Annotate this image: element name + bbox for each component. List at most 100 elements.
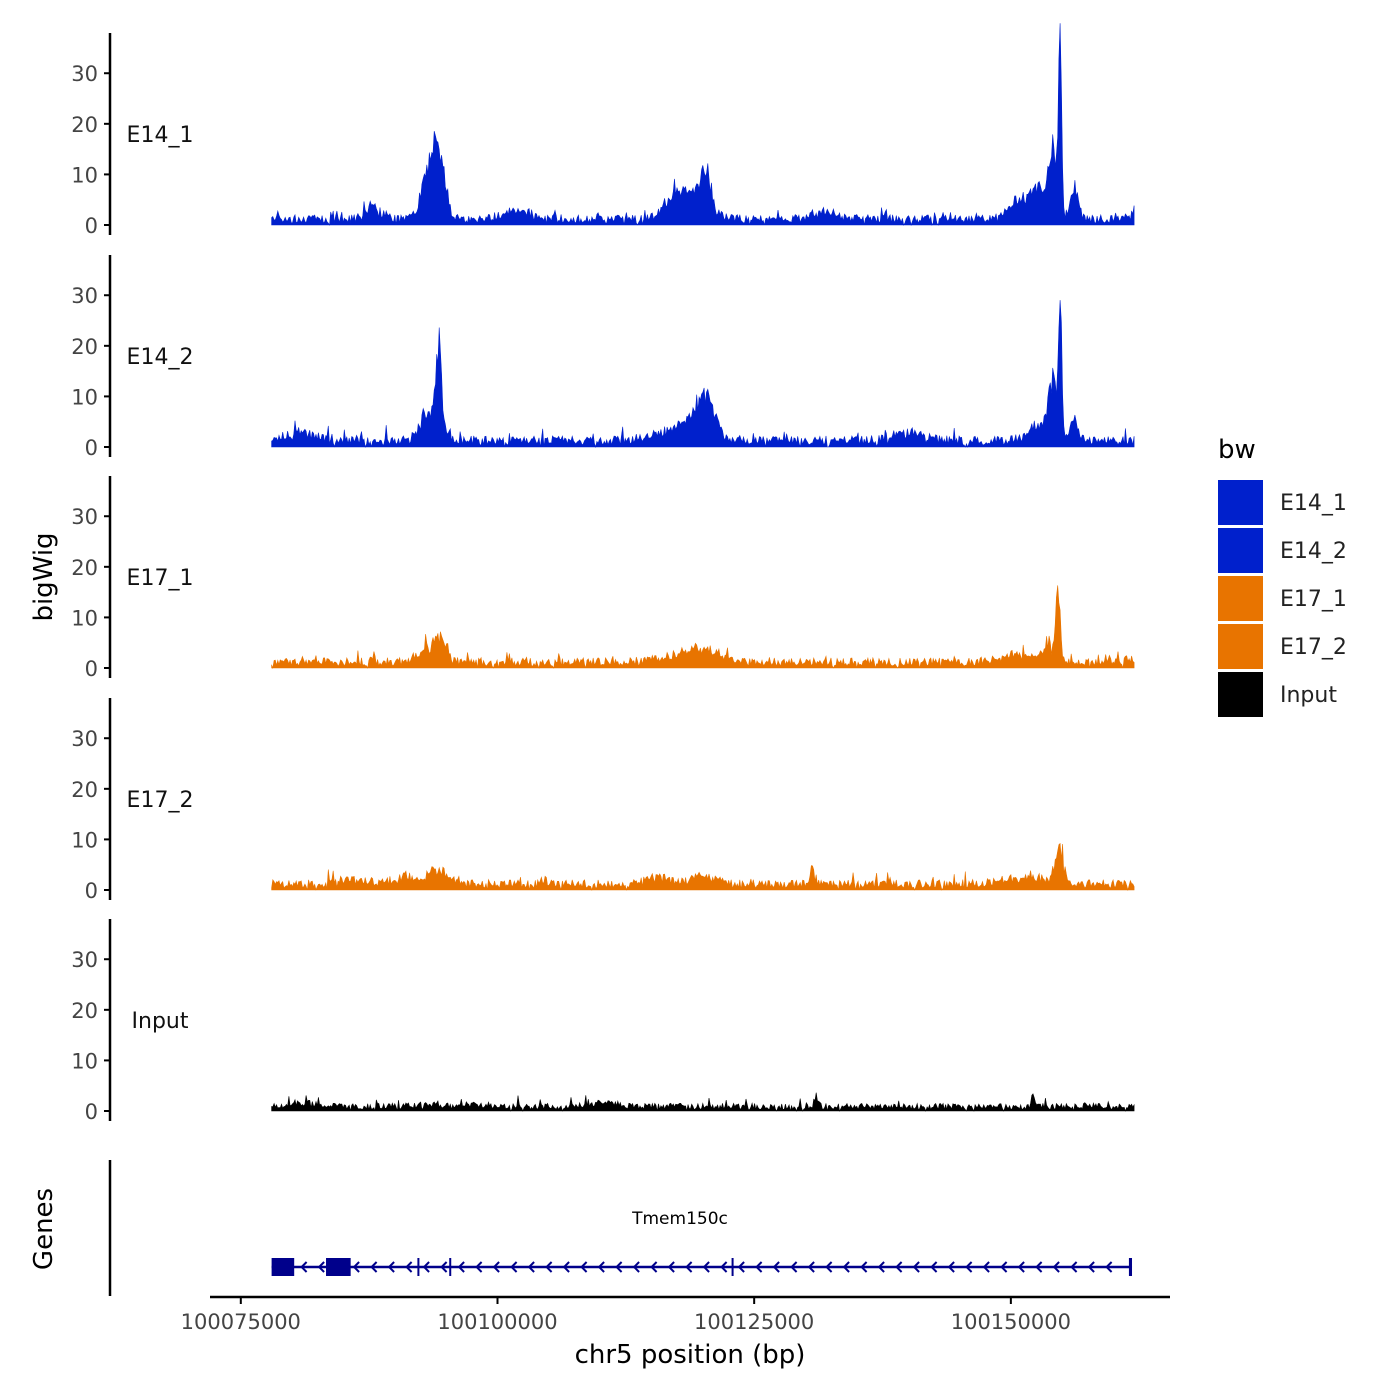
strand-arrow: [1000, 1261, 1008, 1273]
genes-track: Tmem150c: [108, 1160, 1133, 1296]
signal-tracks: 0 10 20 30 E14_1 0 10 20 30 E14_2 0 10 20 30 E17_1 0 10 2…: [71, 23, 1135, 1124]
legend-swatch-input: [1218, 672, 1263, 717]
y-tick-label: 20: [71, 999, 98, 1023]
x-axis-label: chr5 position (bp): [575, 1340, 806, 1370]
track-label: E14_1: [127, 123, 194, 148]
strand-arrow: [737, 1261, 745, 1273]
strand-arrow: [300, 1261, 308, 1273]
strand-arrow: [650, 1261, 658, 1273]
strand-arrow: [1105, 1261, 1113, 1273]
gene-exon: [731, 1258, 734, 1276]
strand-arrow: [720, 1261, 728, 1273]
legend-swatch-e17-1: [1218, 576, 1263, 621]
track-input: 0 10 20 30 Input: [71, 919, 1135, 1124]
y-tick-label: 10: [71, 385, 98, 409]
strand-arrow: [475, 1261, 483, 1273]
legend-title: bw: [1218, 435, 1256, 465]
legend: bw E14_1 E14_2 E17_1 E17_2 Input: [1218, 435, 1347, 717]
strand-arrow: [1017, 1261, 1025, 1273]
y-tick-label: 10: [71, 828, 98, 852]
y-tick-label: 20: [71, 778, 98, 802]
y-tick-label: 20: [71, 556, 98, 580]
track-e17-2: 0 10 20 30 E17_2: [71, 698, 1135, 903]
strand-arrow: [562, 1261, 570, 1273]
y-tick-label: 20: [71, 335, 98, 359]
track-label: E14_2: [127, 345, 194, 370]
strand-arrow: [982, 1261, 990, 1273]
signal-area-e17-1: [271, 585, 1135, 670]
gene-exon: [271, 1258, 295, 1276]
strand-arrow: [1087, 1261, 1095, 1273]
strand-arrow: [825, 1261, 833, 1273]
strand-arrow: [702, 1261, 710, 1273]
strand-arrow: [877, 1261, 885, 1273]
y-tick-label: 10: [71, 163, 98, 187]
strand-arrow: [912, 1261, 920, 1273]
y-tick-label: 30: [71, 284, 98, 308]
strand-arrow: [615, 1261, 623, 1273]
y-tick-label: 30: [71, 727, 98, 751]
strand-arrow: [440, 1261, 448, 1273]
legend-swatch-e14-1: [1218, 480, 1263, 525]
y-tick-label: 30: [71, 948, 98, 972]
strand-arrow: [510, 1261, 518, 1273]
x-tick-label: 100100000: [437, 1310, 557, 1334]
y-tick-label: 0: [85, 879, 98, 903]
strand-arrow: [772, 1261, 780, 1273]
y-tick-label: 0: [85, 1100, 98, 1124]
strand-arrow: [755, 1261, 763, 1273]
strand-arrow: [492, 1261, 500, 1273]
y-tick-label: 0: [85, 657, 98, 681]
legend-label: E14_1: [1280, 491, 1347, 516]
track-label: E17_2: [127, 788, 194, 813]
strand-arrow: [790, 1261, 798, 1273]
strand-arrow: [370, 1261, 378, 1273]
legend-label: E14_2: [1280, 539, 1347, 564]
legend-label: Input: [1280, 683, 1337, 708]
legend-swatch-e14-2: [1218, 528, 1263, 573]
strand-arrow: [842, 1261, 850, 1273]
track-label: Input: [132, 1009, 189, 1034]
signal-area-e17-2: [271, 842, 1135, 892]
legend-swatch-e17-2: [1218, 624, 1263, 669]
strand-arrow: [1035, 1261, 1043, 1273]
strand-arrow: [947, 1261, 955, 1273]
strand-arrow: [667, 1261, 675, 1273]
strand-arrow: [965, 1261, 973, 1273]
y-axis-label: bigWig: [29, 532, 59, 621]
legend-label: E17_1: [1280, 587, 1347, 612]
strand-arrow: [632, 1261, 640, 1273]
gene-exon: [417, 1258, 420, 1276]
strand-arrow: [545, 1261, 553, 1273]
track-e17-1: 0 10 20 30 E17_1: [71, 476, 1135, 681]
strand-arrow: [807, 1261, 815, 1273]
strand-arrow: [597, 1261, 605, 1273]
track-e14-2: 0 10 20 30 E14_2: [71, 255, 1135, 460]
genes-axis-label: Genes: [29, 1188, 59, 1270]
y-tick-label: 30: [71, 505, 98, 529]
y-tick-label: 10: [71, 1049, 98, 1073]
strand-arrow: [422, 1261, 430, 1273]
strand-arrow: [860, 1261, 868, 1273]
strand-arrow: [580, 1261, 588, 1273]
y-tick-label: 30: [71, 62, 98, 86]
x-tick-label: 100150000: [951, 1310, 1071, 1334]
signal-area-e14-2: [271, 300, 1135, 449]
signal-area-input: [271, 1092, 1135, 1112]
strand-arrow: [527, 1261, 535, 1273]
strand-arrow: [895, 1261, 903, 1273]
strand-arrow: [352, 1261, 360, 1273]
track-label: E17_1: [127, 566, 194, 591]
x-tick-label: 100125000: [694, 1310, 814, 1334]
y-tick-label: 10: [71, 606, 98, 630]
strand-arrow: [317, 1261, 325, 1273]
strand-arrow: [685, 1261, 693, 1273]
strand-arrow: [1070, 1261, 1078, 1273]
y-tick-label: 0: [85, 214, 98, 238]
x-tick-label: 100075000: [181, 1310, 301, 1334]
strand-arrow: [405, 1261, 413, 1273]
gene-exon: [449, 1258, 452, 1276]
y-tick-label: 0: [85, 436, 98, 460]
strand-arrow: [930, 1261, 938, 1273]
